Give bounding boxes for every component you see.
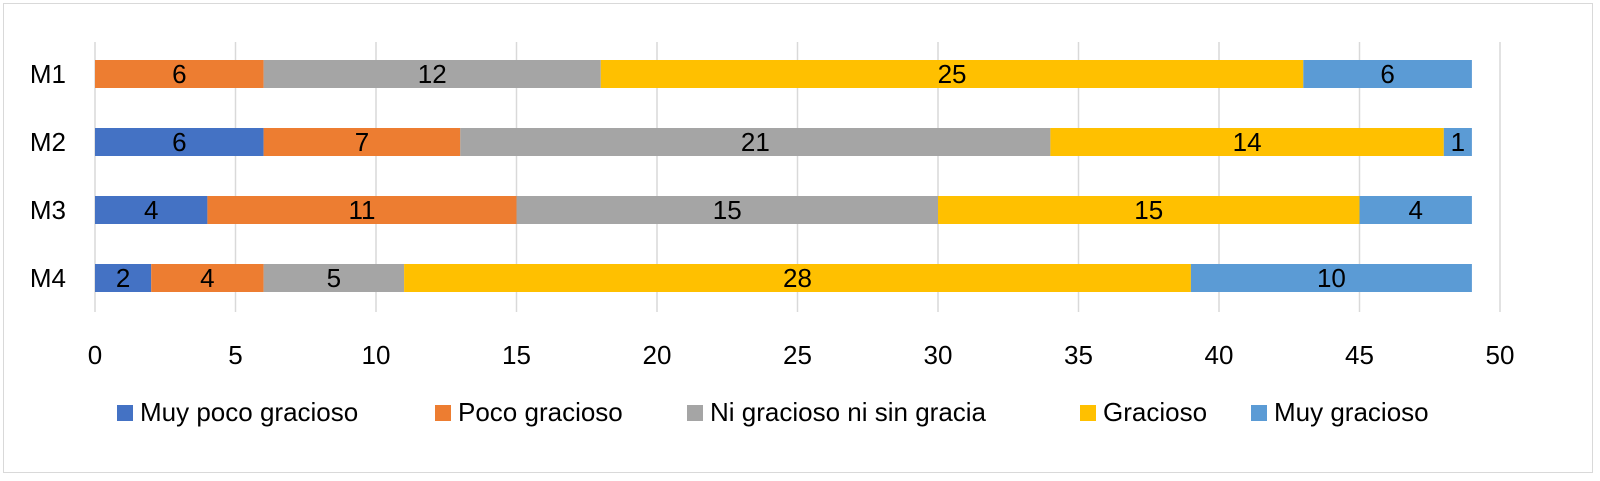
x-tick-label: 45 — [1345, 340, 1374, 370]
data-label: 15 — [1134, 195, 1163, 225]
data-label: 1 — [1451, 127, 1465, 157]
legend-swatch — [117, 405, 133, 421]
data-label: 5 — [327, 263, 341, 293]
x-tick-label: 35 — [1064, 340, 1093, 370]
legend-label: Poco gracioso — [458, 397, 623, 427]
x-tick-label: 40 — [1205, 340, 1234, 370]
bar-segment — [1190, 264, 1472, 292]
data-label: 6 — [1380, 59, 1394, 89]
x-tick-label: 30 — [924, 340, 953, 370]
x-tick-label: 20 — [643, 340, 672, 370]
bar-segment — [95, 128, 264, 156]
x-tick-label: 10 — [362, 340, 391, 370]
x-tick-label: 5 — [228, 340, 242, 370]
category-label: M1 — [30, 59, 66, 89]
legend-swatch — [687, 405, 703, 421]
data-label: 10 — [1317, 263, 1346, 293]
category-label: M3 — [30, 195, 66, 225]
legend-label: Muy gracioso — [1274, 397, 1429, 427]
x-tick-label: 0 — [88, 340, 102, 370]
data-label: 25 — [938, 59, 967, 89]
category-label: M2 — [30, 127, 66, 157]
x-tick-labels: 0 5 10 15 20 25 30 35 40 45 50 — [88, 340, 1515, 370]
data-label: 15 — [713, 195, 742, 225]
x-tick-label: 50 — [1486, 340, 1515, 370]
bar-segment — [263, 60, 601, 88]
legend-swatch — [435, 405, 451, 421]
data-label: 14 — [1233, 127, 1262, 157]
category-label: M4 — [30, 263, 66, 293]
data-label: 11 — [348, 195, 375, 225]
bars — [95, 60, 1472, 292]
legend-label: Gracioso — [1103, 397, 1207, 427]
data-label: 7 — [355, 127, 369, 157]
category-labels: M1 M2 M3 M4 — [30, 59, 66, 293]
bar-segment — [207, 196, 517, 224]
bar-segment — [600, 60, 1304, 88]
legend-swatch — [1251, 405, 1267, 421]
bar-segment — [1443, 128, 1472, 156]
data-label: 28 — [783, 263, 812, 293]
data-label: 4 — [1408, 195, 1422, 225]
bar-segment — [263, 264, 405, 292]
data-label: 2 — [116, 263, 130, 293]
bar-segment — [1050, 128, 1444, 156]
bar-segment — [151, 264, 264, 292]
bar-segment — [263, 128, 461, 156]
bar-segment — [95, 196, 208, 224]
bar-segment — [95, 264, 152, 292]
bar-segment — [460, 128, 1051, 156]
legend-label: Muy poco gracioso — [140, 397, 358, 427]
data-label: 21 — [741, 127, 770, 157]
bar-segment — [516, 196, 938, 224]
data-label: 4 — [144, 195, 158, 225]
bar-segment — [1303, 60, 1472, 88]
data-label: 4 — [200, 263, 214, 293]
x-tick-label: 15 — [502, 340, 531, 370]
data-label: 6 — [172, 59, 186, 89]
x-tick-label: 25 — [783, 340, 812, 370]
bar-segment — [95, 60, 264, 88]
bar-segment — [404, 264, 1191, 292]
bar-segment — [1359, 196, 1472, 224]
data-label: 6 — [172, 127, 186, 157]
data-label: 12 — [418, 59, 447, 89]
bar-segment — [938, 196, 1360, 224]
legend: Muy poco gracioso Poco gracioso Ni gracios… — [117, 397, 1429, 427]
legend-swatch — [1080, 405, 1096, 421]
legend-label: Ni gracioso ni sin gracia — [710, 397, 987, 427]
data-labels: 6 12 25 66 7 21 14 14 11 15 15 42 4 5 28 10 — [116, 59, 1465, 293]
